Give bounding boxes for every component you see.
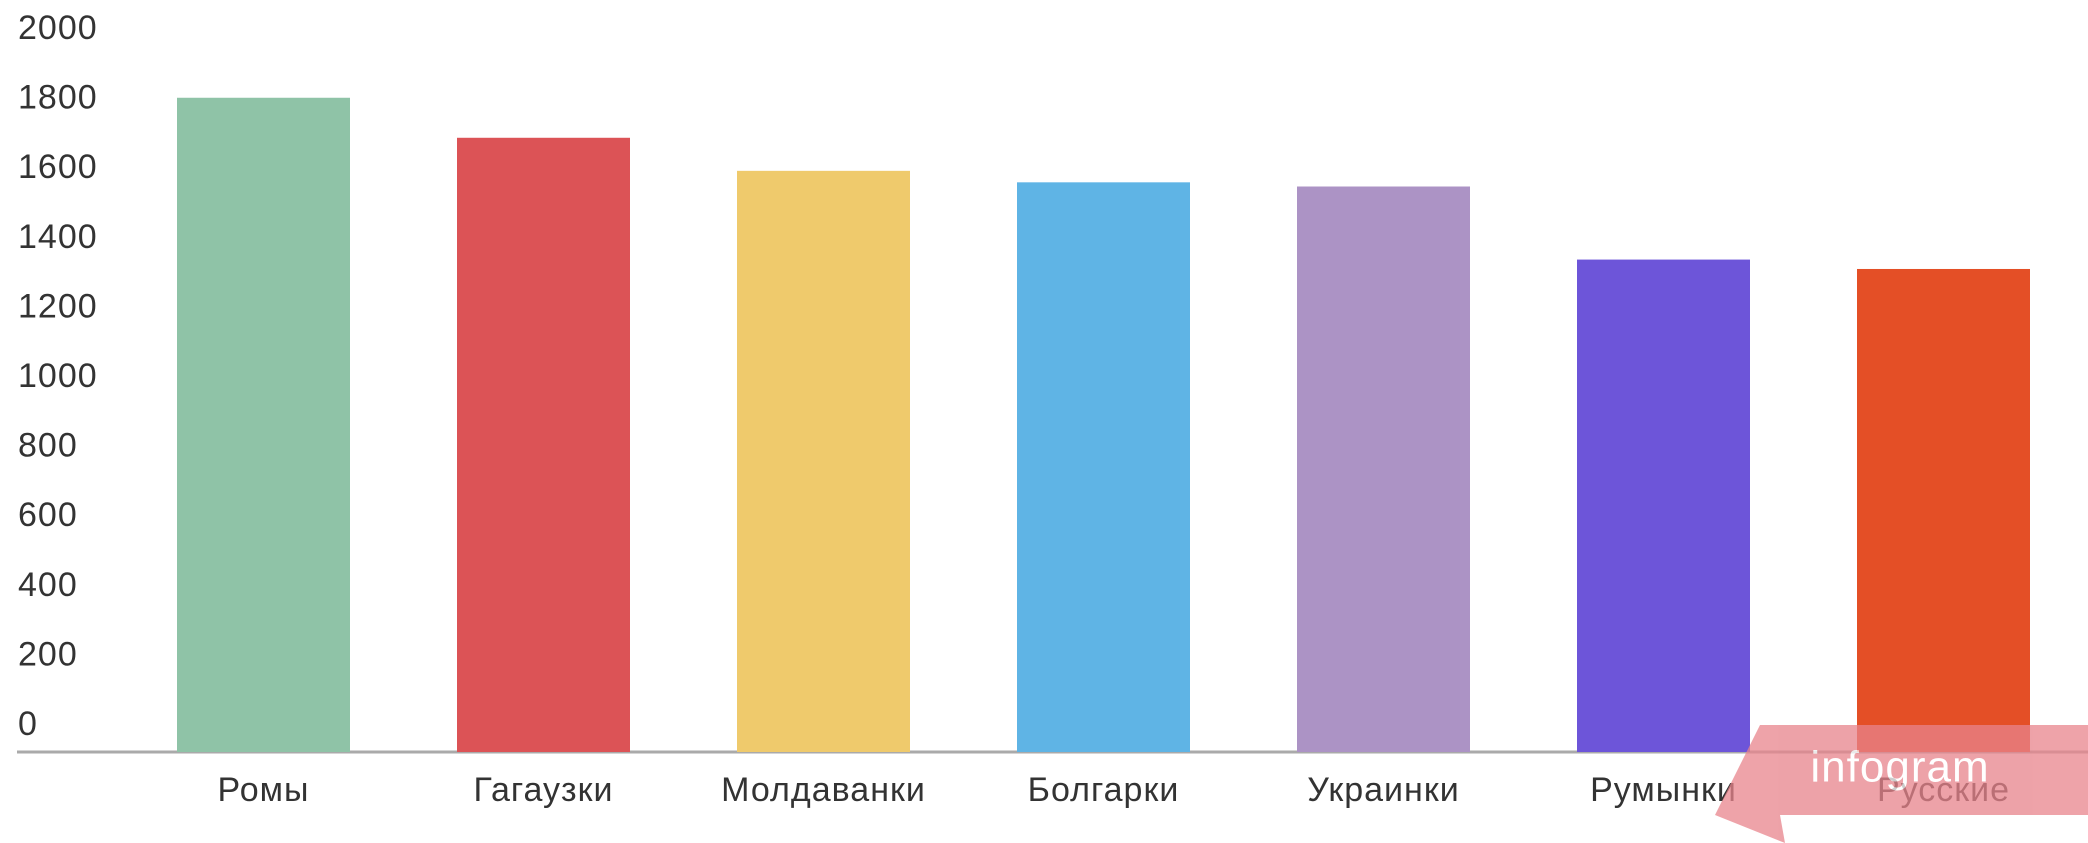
bar <box>457 137 630 752</box>
watermark-shape <box>1715 725 2088 843</box>
x-tick-label: Гагаузки <box>473 771 613 809</box>
x-tick-label: Болгарки <box>1028 771 1180 809</box>
y-tick-label: 1600 <box>18 148 98 186</box>
x-tick-label: Украинки <box>1307 771 1459 809</box>
x-tick-label: Ромы <box>218 771 310 809</box>
x-tick-label: Молдаванки <box>721 771 926 809</box>
bar <box>1297 186 1470 752</box>
y-tick-label: 1400 <box>18 218 98 256</box>
y-tick-label: 200 <box>18 635 78 673</box>
watermark-text: infogram <box>1810 743 1989 792</box>
bar <box>1857 268 2030 752</box>
bars <box>177 97 2030 753</box>
y-tick-label: 1000 <box>18 357 98 395</box>
bar <box>1017 182 1190 753</box>
y-tick-label: 0 <box>18 705 38 743</box>
bar <box>737 170 910 753</box>
y-tick-label: 1200 <box>18 287 98 325</box>
bar <box>1577 259 1750 752</box>
bar <box>177 97 350 752</box>
y-tick-label: 2000 <box>18 9 98 47</box>
y-tick-label: 400 <box>18 566 78 604</box>
y-tick-label: 800 <box>18 427 78 465</box>
watermark: infogram <box>1715 725 2088 843</box>
y-tick-label: 600 <box>18 496 78 534</box>
y-tick-label: 1800 <box>18 79 98 117</box>
x-tick-label: Румынки <box>1590 771 1737 809</box>
